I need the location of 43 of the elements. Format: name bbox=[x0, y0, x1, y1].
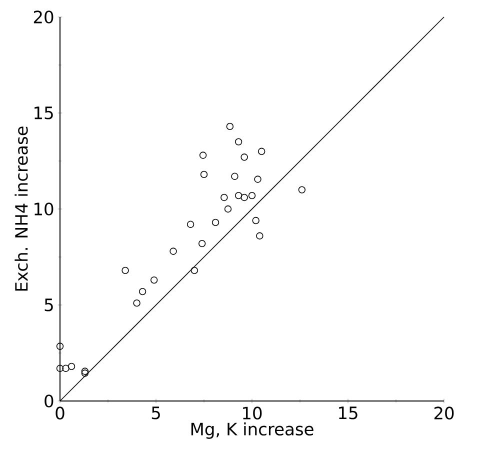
point bbox=[198, 240, 206, 248]
x-tick-label: 5 bbox=[152, 406, 160, 420]
y-tick-label: 10 bbox=[34, 202, 54, 216]
point bbox=[298, 186, 306, 194]
point bbox=[133, 299, 140, 307]
point bbox=[199, 152, 207, 159]
point bbox=[150, 276, 158, 284]
point bbox=[234, 192, 242, 200]
point bbox=[234, 138, 242, 146]
point bbox=[226, 122, 234, 130]
point bbox=[122, 266, 129, 274]
x-tick-label: 15 bbox=[339, 406, 358, 420]
point bbox=[254, 176, 262, 183]
point bbox=[56, 342, 64, 350]
x-tick-label: 20 bbox=[434, 406, 454, 420]
y-tick-label: 20 bbox=[34, 10, 54, 24]
point bbox=[220, 194, 228, 202]
point bbox=[240, 194, 248, 202]
point bbox=[190, 266, 198, 274]
point bbox=[68, 362, 76, 370]
y-tick-label: 15 bbox=[34, 106, 53, 120]
point bbox=[56, 364, 64, 372]
point bbox=[200, 170, 208, 178]
y-tick-label: 0 bbox=[44, 394, 54, 408]
x-axis-title: Mg, K increase bbox=[191, 422, 314, 439]
point bbox=[81, 368, 89, 375]
point bbox=[212, 218, 220, 226]
x-tick-label: 0 bbox=[56, 406, 64, 420]
point bbox=[256, 232, 264, 240]
point bbox=[231, 172, 238, 180]
point bbox=[252, 216, 260, 224]
point bbox=[62, 364, 70, 372]
point bbox=[240, 154, 248, 161]
point bbox=[258, 148, 266, 155]
y-tick-label: 5 bbox=[44, 298, 53, 312]
y-axis-title: Exch. NH4 increase bbox=[14, 126, 28, 291]
point bbox=[186, 220, 194, 228]
point bbox=[81, 370, 89, 377]
point bbox=[224, 205, 232, 213]
x-tick-label: 10 bbox=[243, 406, 262, 420]
point bbox=[138, 288, 146, 296]
point bbox=[170, 248, 177, 255]
point bbox=[248, 192, 256, 200]
